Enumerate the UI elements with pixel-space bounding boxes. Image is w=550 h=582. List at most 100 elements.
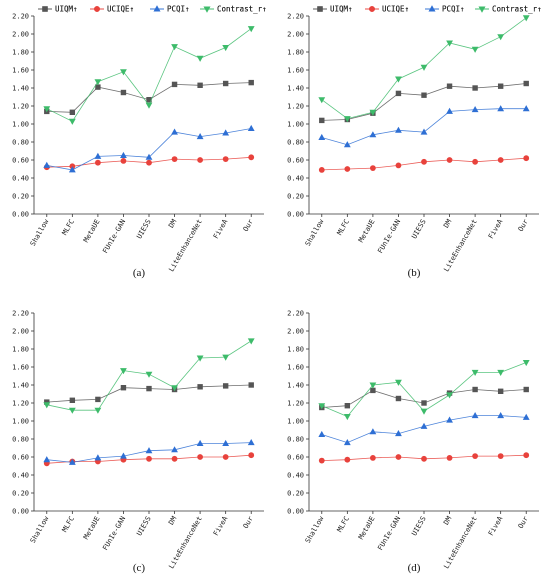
y-tick-label: 0.80	[287, 138, 304, 146]
data-point-contrast-r-dm	[446, 40, 453, 47]
x-tick-label-metaue: MetaUE	[82, 515, 102, 541]
data-point-uciqe-funie-gan	[395, 454, 402, 460]
data-point-uciqe-our	[248, 154, 255, 161]
y-tick-label: 0.60	[287, 453, 304, 461]
panel-caption: (d)	[408, 562, 421, 574]
data-point-pcqi-mlfc	[343, 141, 351, 148]
data-point-uiqm-uiess	[421, 400, 427, 406]
chart-panel-a: 0.00 0.20 0.40 0.60 0.80 1.00 1.20 1.40 1.60 1.80…	[12, 5, 267, 279]
x-tick-label-funie-gan: FUnIe-GAN	[101, 218, 127, 255]
y-tick-label: 1.80	[287, 48, 304, 56]
data-point-pcqi-metaue	[369, 428, 377, 435]
legend-marker-pcqi	[428, 5, 436, 12]
y-tick-label: 1.40	[12, 84, 29, 92]
data-point-uciqe-fivea	[497, 453, 504, 459]
x-tick-label-shallow: Shallow	[304, 217, 326, 247]
data-point-uiqm-funie-gan	[120, 89, 127, 96]
data-point-contrast-r-shallow	[43, 402, 51, 409]
x-tick-label-funie-gan: FUnIe-GAN	[376, 515, 402, 552]
y-tick-label: 0.20	[12, 192, 29, 200]
y-tick-label: 0.40	[12, 174, 29, 182]
legend-marker-uciqe	[94, 6, 100, 12]
y-tick-label: 2.20	[287, 12, 304, 20]
series-line-pcqi	[321, 415, 527, 444]
data-point-uiqm-liteenhancenet	[197, 82, 203, 88]
data-point-uciqe-fivea	[497, 157, 504, 163]
y-tick-label: 0.00	[287, 210, 304, 218]
data-point-uiqm-funie-gan	[395, 90, 402, 97]
data-point-contrast-r-metaue	[94, 407, 102, 414]
data-point-pcqi-funie-gan	[395, 430, 402, 437]
y-tick-label: 2.20	[12, 309, 29, 317]
data-point-contrast-r-our	[522, 15, 530, 22]
data-point-pcqi-shallow	[318, 430, 326, 437]
series-line-contrast-r	[321, 362, 527, 417]
y-tick-label: 0.40	[12, 471, 29, 479]
y-tick-label: 2.00	[287, 327, 304, 335]
data-point-uiqm-metaue	[95, 84, 101, 90]
data-point-uciqe-shallow	[318, 457, 325, 464]
data-point-contrast-r-uiess	[420, 64, 428, 71]
y-tick-label: 0.80	[12, 138, 29, 146]
data-point-uciqe-dm	[171, 455, 178, 462]
data-point-uciqe-liteenhancenet	[472, 158, 479, 165]
data-point-pcqi-mlfc	[68, 458, 76, 465]
data-point-contrast-r-funie-gan	[120, 368, 127, 375]
data-point-contrast-r-funie-gan	[120, 69, 127, 76]
data-point-uiqm-liteenhancenet	[197, 384, 203, 390]
y-tick-label: 0.60	[12, 453, 29, 461]
y-tick-label: 0.80	[287, 435, 304, 443]
x-tick-label-dm: DM	[167, 515, 178, 526]
y-tick-label: 1.80	[287, 345, 304, 353]
data-point-pcqi-fivea	[222, 439, 230, 446]
data-point-uiqm-funie-gan	[120, 385, 127, 391]
y-tick-label: 2.00	[12, 327, 29, 335]
x-tick-label-shallow: Shallow	[304, 514, 326, 544]
panel-caption: (a)	[133, 267, 146, 279]
legend-label-uciqe: UCIQE↑	[107, 5, 134, 14]
data-point-contrast-r-our	[247, 338, 255, 345]
legend-label-uciqe: UCIQE↑	[382, 5, 409, 14]
data-point-uiqm-our	[523, 80, 529, 87]
data-point-uiqm-mlfc	[69, 397, 76, 403]
legend-marker-uciqe	[369, 6, 375, 12]
data-point-uciqe-uiess	[146, 159, 152, 166]
data-point-pcqi-liteenhancenet	[196, 439, 204, 446]
data-point-contrast-r-metaue	[369, 109, 377, 116]
data-point-uciqe-uiess	[421, 158, 427, 165]
data-point-uciqe-funie-gan	[120, 158, 127, 164]
data-point-contrast-r-shallow	[318, 403, 326, 410]
data-point-uciqe-fivea	[222, 454, 229, 460]
legend-label-uciqe: UCIQE↑	[107, 5, 134, 14]
data-point-uciqe-our	[523, 452, 530, 459]
x-tick-label-uiess: UIESS	[410, 515, 427, 537]
data-point-uciqe-dm	[446, 455, 453, 461]
y-tick-label: 1.40	[287, 84, 304, 92]
x-tick-label-mlfc: MLFC	[336, 218, 351, 237]
x-tick-label-funie-gan: FUnIe-GAN	[101, 515, 127, 552]
y-tick-label: 1.60	[12, 363, 29, 371]
data-point-pcqi-shallow	[318, 133, 326, 140]
y-tick-label: 0.20	[12, 489, 29, 497]
data-point-uciqe-our	[248, 452, 255, 459]
data-point-uciqe-uiess	[146, 455, 152, 462]
legend-marker-uiqm	[317, 6, 323, 12]
data-point-uciqe-fivea	[222, 156, 229, 163]
legend-label-pcqi: PCQI↑	[167, 5, 190, 14]
x-tick-label-mlfc: MLFC	[61, 218, 76, 237]
x-tick-label-uiess: UIESS	[410, 218, 427, 240]
panel-caption: (b)	[408, 267, 421, 279]
data-point-uiqm-metaue	[95, 396, 101, 403]
data-point-pcqi-dm	[171, 128, 178, 135]
data-point-uiqm-metaue	[370, 387, 376, 394]
legend-label-pcqi: PCQI↑	[442, 5, 465, 14]
data-point-uiqm-our	[523, 386, 529, 393]
data-point-pcqi-funie-gan	[120, 452, 127, 459]
data-point-contrast-r-shallow	[318, 97, 326, 104]
data-point-contrast-r-funie-gan	[395, 76, 402, 83]
y-tick-label: 1.20	[287, 399, 304, 407]
legend-marker-uiqm	[42, 6, 48, 12]
y-tick-label: 0.20	[287, 192, 304, 200]
chart-panel-c: 0.00 0.20 0.40 0.60 0.80 1.00 1.20 1.40 1.60 1.80…	[12, 5, 267, 574]
x-tick-label-our: Our	[517, 515, 530, 530]
